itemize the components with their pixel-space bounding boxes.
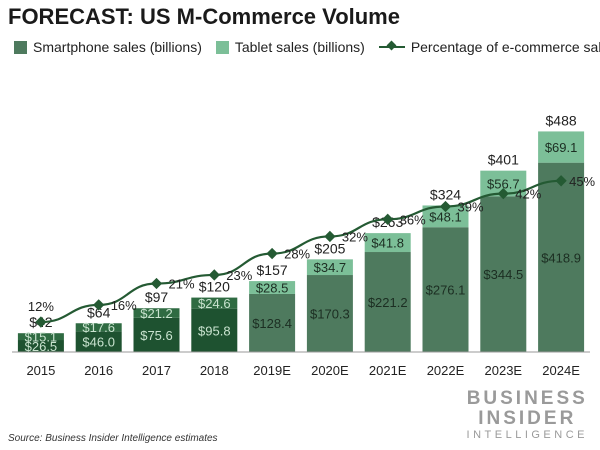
bar-smartphone-2020E bbox=[306, 275, 353, 352]
bar-smartphone-2021E bbox=[364, 252, 411, 352]
label-percentage-2022E: 39% bbox=[458, 199, 484, 214]
label-smartphone-2019E: $128.4 bbox=[252, 316, 292, 331]
legend-swatch-smartphone bbox=[14, 40, 27, 54]
label-smartphone-2020E: $170.3 bbox=[310, 307, 350, 322]
x-tick-2023E: 2023E bbox=[485, 363, 523, 378]
label-percentage-2015: 12% bbox=[28, 299, 54, 314]
label-tablet-2024E: $69.1 bbox=[545, 140, 578, 155]
x-tick-2015: 2015 bbox=[26, 363, 55, 378]
label-total-2019E: $157 bbox=[257, 262, 288, 278]
bar-tablet-2017 bbox=[133, 308, 180, 318]
bar-tablet-2018 bbox=[191, 297, 238, 309]
legend-label-tablet: Tablet sales (billions) bbox=[234, 39, 365, 55]
point-percentage-2018 bbox=[208, 269, 220, 281]
bar-smartphone-2018 bbox=[191, 308, 238, 352]
point-percentage-2021E bbox=[382, 213, 394, 225]
label-percentage-2024E: 45% bbox=[569, 174, 595, 189]
logo-line-1: BUSINESS bbox=[466, 388, 588, 409]
point-percentage-2023E bbox=[497, 187, 509, 200]
bar-smartphone-2023E bbox=[480, 196, 527, 352]
label-tablet-2018: $24.6 bbox=[198, 296, 231, 311]
logo-line-2: INSIDER bbox=[478, 408, 577, 429]
point-percentage-2020E bbox=[324, 230, 336, 243]
label-smartphone-2015: $26.5 bbox=[25, 339, 58, 354]
bar-smartphone-2019E bbox=[249, 293, 296, 352]
bar-tablet-2016 bbox=[75, 323, 122, 332]
label-tablet-2023E: $56.7 bbox=[487, 176, 520, 191]
label-tablet-2015: $15.1 bbox=[25, 330, 58, 345]
legend-label-percentage: Percentage of e-commerce sales bbox=[410, 39, 600, 55]
label-tablet-2019E: $28.5 bbox=[256, 281, 289, 296]
label-total-2020E: $205 bbox=[314, 240, 345, 256]
label-total-2023E: $401 bbox=[488, 152, 519, 168]
label-tablet-2021E: $41.8 bbox=[371, 236, 404, 251]
x-tick-2018: 2018 bbox=[200, 363, 229, 378]
legend-item-smartphone: Smartphone sales (billions) bbox=[14, 39, 202, 55]
bar-smartphone-2015 bbox=[17, 340, 64, 352]
business-insider-logo: BUSINESS INSIDER INTELLIGENCE bbox=[467, 389, 588, 442]
x-tick-2021E: 2021E bbox=[369, 363, 407, 378]
bar-tablet-2015 bbox=[17, 333, 64, 341]
label-smartphone-2023E: $344.5 bbox=[483, 267, 523, 282]
x-tick-2024E: 2024E bbox=[542, 363, 580, 378]
bar-tablet-2021E bbox=[364, 233, 411, 253]
legend-item-tablet: Tablet sales (billions) bbox=[215, 39, 365, 55]
label-smartphone-2017: $75.6 bbox=[140, 328, 173, 343]
bar-smartphone-2016 bbox=[75, 331, 122, 352]
legend-line-percentage bbox=[378, 40, 405, 51]
line-percentage bbox=[40, 179, 562, 324]
x-tick-2020E: 2020E bbox=[311, 363, 349, 378]
chart-legend: Smartphone sales (billions) Tablet sales… bbox=[14, 38, 600, 56]
label-percentage-2021E: 36% bbox=[400, 212, 426, 227]
label-percentage-2016: 16% bbox=[111, 298, 137, 313]
label-smartphone-2022E: $276.1 bbox=[426, 283, 466, 298]
bar-tablet-2020E bbox=[306, 259, 353, 276]
label-smartphone-2021E: $221.2 bbox=[368, 295, 408, 310]
point-percentage-2017 bbox=[150, 277, 163, 290]
point-percentage-2024E bbox=[555, 175, 567, 187]
label-total-2017: $97 bbox=[145, 289, 169, 305]
x-tick-2019E: 2019E bbox=[253, 363, 291, 378]
bar-smartphone-2017 bbox=[133, 317, 180, 352]
x-tick-2016: 2016 bbox=[84, 363, 113, 378]
bar-tablet-2024E bbox=[538, 131, 585, 163]
point-percentage-2019E bbox=[266, 247, 278, 260]
label-tablet-2017: $21.2 bbox=[140, 306, 173, 321]
label-tablet-2016: $17.6 bbox=[82, 320, 115, 335]
label-percentage-2019E: 28% bbox=[284, 247, 310, 262]
bar-tablet-2019E bbox=[249, 281, 296, 294]
legend-swatch-tablet bbox=[215, 40, 229, 54]
bar-tablet-2022E bbox=[422, 205, 469, 228]
chart-title: FORECAST: US M-Commerce Volume bbox=[8, 4, 400, 29]
label-total-2024E: $488 bbox=[546, 112, 577, 128]
legend-label-smartphone: Smartphone sales (billions) bbox=[33, 39, 202, 55]
point-percentage-2022E bbox=[439, 200, 452, 213]
label-percentage-2020E: 32% bbox=[342, 229, 368, 244]
label-tablet-2020E: $34.7 bbox=[314, 260, 347, 275]
bar-smartphone-2022E bbox=[422, 227, 469, 352]
label-percentage-2018: 23% bbox=[226, 268, 252, 283]
label-tablet-2022E: $48.1 bbox=[429, 209, 462, 224]
label-smartphone-2016: $46.0 bbox=[82, 335, 115, 350]
source-note: Source: Business Insider Intelligence es… bbox=[8, 433, 218, 444]
label-total-2018: $120 bbox=[199, 279, 230, 295]
label-percentage-2023E: 42% bbox=[515, 187, 541, 202]
legend-item-percentage: Percentage of e-commerce sales bbox=[378, 39, 600, 55]
label-smartphone-2024E: $418.9 bbox=[541, 250, 581, 265]
label-percentage-2017: 21% bbox=[169, 277, 195, 292]
label-smartphone-2018: $95.8 bbox=[198, 323, 231, 338]
bar-smartphone-2024E bbox=[538, 162, 585, 352]
point-percentage-2015 bbox=[35, 316, 47, 328]
logo-line-3: INTELLIGENCE bbox=[466, 429, 588, 441]
label-total-2022E: $324 bbox=[430, 186, 461, 202]
x-tick-2017: 2017 bbox=[142, 363, 171, 378]
x-tick-2022E: 2022E bbox=[427, 363, 465, 378]
label-total-2016: $64 bbox=[87, 304, 111, 320]
